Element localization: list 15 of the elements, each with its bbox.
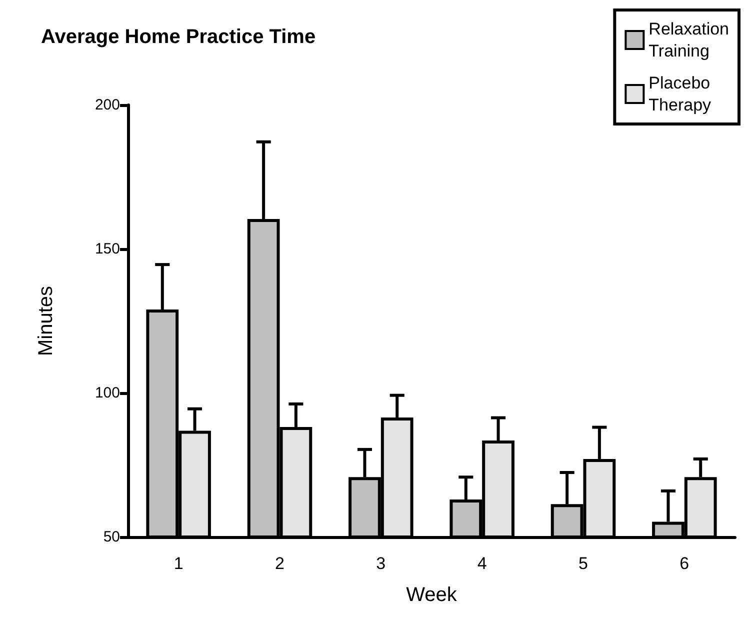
x-tick-label: 5 (578, 554, 588, 573)
legend-label: Relaxation Training (648, 20, 729, 60)
legend-label: Placebo Therapy (648, 74, 712, 114)
chart-title: Average Home Practice Time (41, 26, 316, 48)
y-axis-title: Minutes (35, 286, 57, 356)
y-tick-label: 100 (94, 384, 120, 402)
x-tick-label: 2 (275, 554, 284, 573)
y-tick-label: 200 (94, 96, 120, 114)
y-tick-label: 50 (103, 528, 120, 546)
x-tick-label: 1 (174, 554, 184, 573)
x-tick-label: 3 (376, 554, 386, 573)
y-tick-label: 150 (94, 240, 120, 258)
x-axis-title: Week (406, 584, 458, 606)
x-tick-label: 4 (477, 554, 487, 573)
x-tick-label: 6 (680, 554, 690, 573)
